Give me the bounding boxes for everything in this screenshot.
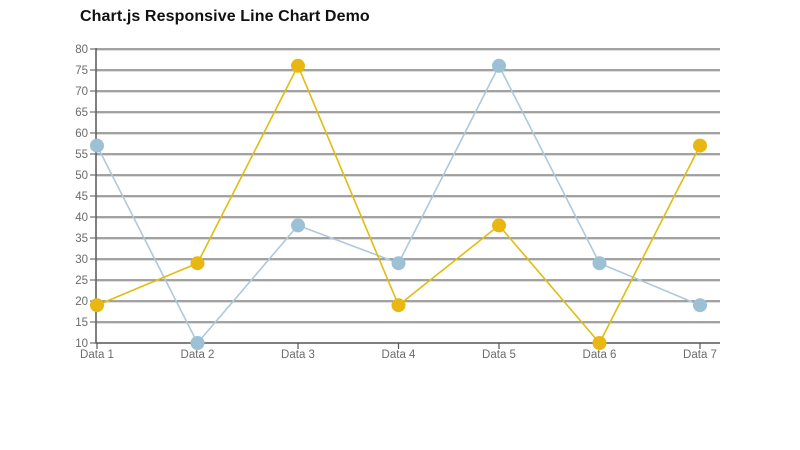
y-tick-label: 25 [75, 275, 88, 287]
y-tick-label: 10 [75, 338, 88, 350]
data-point-blue-1[interactable] [90, 138, 104, 153]
data-point-yellow-3[interactable] [291, 58, 305, 73]
data-point-blue-3[interactable] [291, 218, 305, 233]
y-tick-label: 75 [75, 65, 88, 77]
y-tick-label: 45 [75, 191, 88, 203]
y-tick-label: 15 [75, 317, 88, 329]
data-point-blue-6[interactable] [592, 256, 607, 271]
data-point-blue-4[interactable] [391, 256, 406, 271]
x-tick-label: Data 2 [181, 349, 215, 361]
y-tick-label: 80 [75, 44, 88, 56]
y-tick-label: 50 [75, 170, 88, 182]
y-axis-labels: 10 15 20 25 30 35 40 45 50 55 60 65 70 75 80 [75, 44, 88, 350]
x-tick-label: Data 5 [482, 349, 516, 361]
data-point-yellow-1[interactable] [90, 298, 104, 313]
chart-title: Chart.js Responsive Line Chart Demo [80, 8, 370, 25]
y-tick-label: 60 [75, 128, 88, 140]
data-point-blue-7[interactable] [693, 298, 707, 313]
x-tick-label: Data 6 [583, 349, 617, 361]
y-tick-label: 40 [75, 212, 88, 224]
y-tick-label: 30 [75, 254, 88, 266]
gridlines [96, 48, 720, 323]
x-tick-label: Data 7 [683, 349, 717, 361]
y-tick-label: 70 [75, 86, 88, 98]
x-tick-label: Data 1 [80, 349, 114, 361]
data-point-blue-5[interactable] [492, 58, 506, 73]
x-axis-labels: Data 1 Data 2 Data 3 Data 4 Data 5 Data 6 Data… [80, 349, 717, 361]
series-points-yellow [90, 58, 707, 350]
data-point-yellow-4[interactable] [391, 298, 406, 313]
y-tick-label: 20 [75, 296, 88, 308]
data-point-blue-2[interactable] [190, 336, 205, 350]
y-tick-label: 55 [75, 149, 88, 161]
data-point-yellow-6[interactable] [592, 336, 607, 350]
data-point-yellow-2[interactable] [190, 256, 205, 271]
x-tick-label: Data 4 [382, 349, 416, 361]
x-tick-label: Data 3 [281, 349, 315, 361]
series [90, 58, 707, 350]
tick-marks [90, 48, 701, 349]
data-point-yellow-5[interactable] [492, 218, 506, 233]
data-point-yellow-7[interactable] [693, 138, 707, 153]
y-tick-label: 35 [75, 233, 88, 245]
series-points-blue [90, 58, 707, 350]
gridline-echoes [96, 49, 720, 324]
y-tick-label: 65 [75, 107, 88, 119]
